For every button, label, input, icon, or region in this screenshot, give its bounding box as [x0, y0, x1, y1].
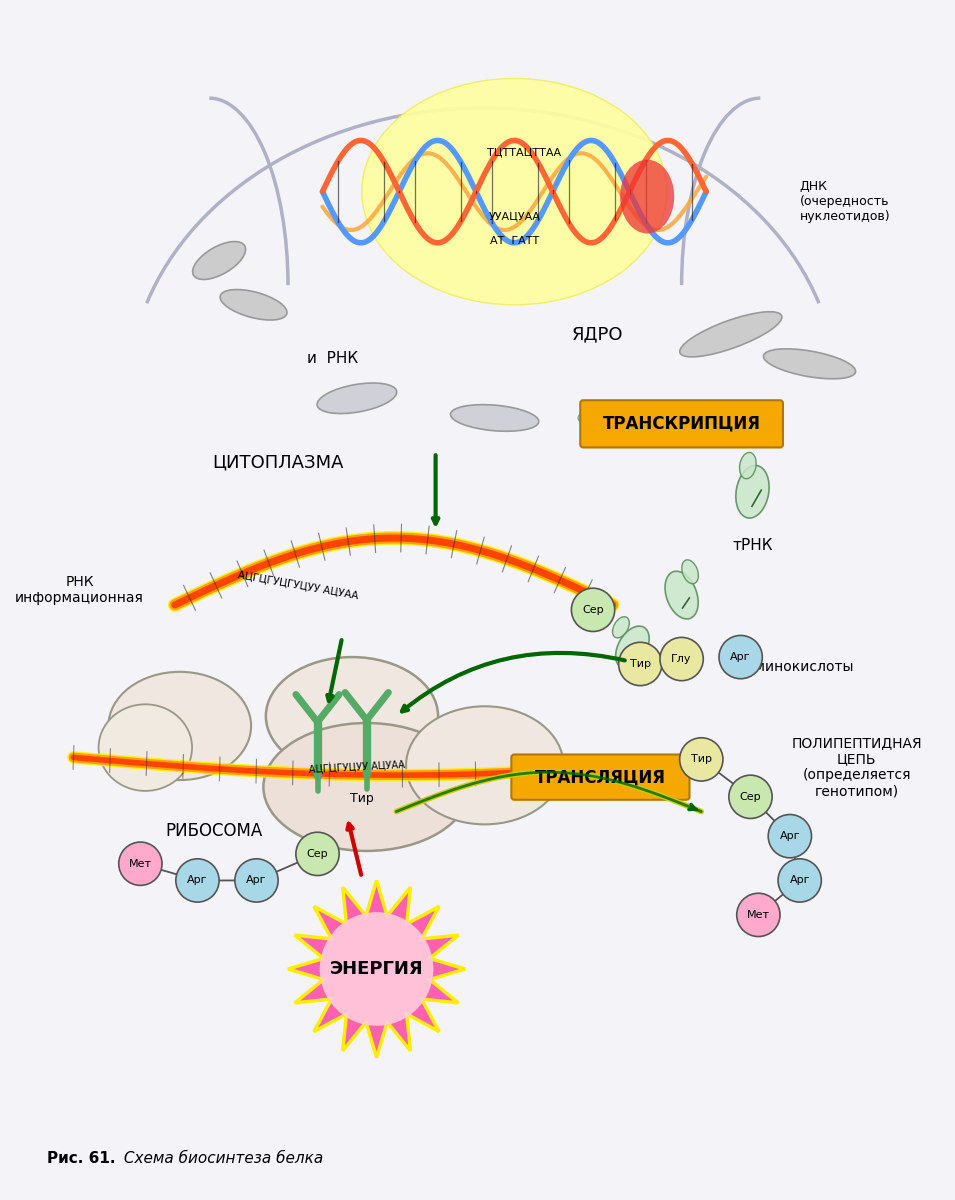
Text: АТ  ГАТТ: АТ ГАТТ	[490, 236, 539, 246]
Circle shape	[778, 859, 821, 902]
Ellipse shape	[735, 466, 769, 518]
Polygon shape	[288, 881, 465, 1057]
Circle shape	[176, 859, 219, 902]
Text: Тир: Тир	[690, 755, 711, 764]
Text: АЦГЦГУЦУУ АЦУАА: АЦГЦГУЦУУ АЦУАА	[308, 760, 405, 775]
Ellipse shape	[612, 617, 629, 638]
Ellipse shape	[739, 452, 756, 479]
Text: Аминокислоты: Аминокислоты	[746, 660, 854, 674]
Text: ПОЛИПЕПТИДНАЯ
ЦЕПЬ
(определяется
генотипом): ПОЛИПЕПТИДНАЯ ЦЕПЬ (определяется генотип…	[792, 736, 923, 798]
Ellipse shape	[406, 707, 563, 824]
Circle shape	[320, 912, 434, 1026]
Ellipse shape	[109, 672, 251, 780]
Text: Рис. 61.: Рис. 61.	[47, 1152, 116, 1166]
Ellipse shape	[682, 560, 698, 583]
Text: Глу: Глу	[671, 654, 691, 664]
Text: Схема биосинтеза белка: Схема биосинтеза белка	[118, 1152, 323, 1166]
Text: Арг: Арг	[731, 652, 751, 662]
Ellipse shape	[665, 571, 698, 619]
Text: Арг: Арг	[187, 876, 208, 886]
Circle shape	[571, 588, 615, 631]
Text: УУАЦУАА: УУАЦУАА	[488, 211, 541, 221]
Ellipse shape	[317, 383, 396, 414]
Circle shape	[235, 859, 278, 902]
Text: РИБОСОМА: РИБОСОМА	[165, 822, 263, 840]
Ellipse shape	[265, 658, 438, 775]
Text: Арг: Арг	[246, 876, 266, 886]
Ellipse shape	[220, 289, 287, 320]
Ellipse shape	[763, 349, 856, 379]
Circle shape	[729, 775, 773, 818]
Circle shape	[660, 637, 703, 680]
Ellipse shape	[264, 724, 470, 851]
Ellipse shape	[620, 160, 674, 234]
Text: ТРАНСКРИПЦИЯ: ТРАНСКРИПЦИЯ	[603, 415, 760, 433]
Text: ЯДРО: ЯДРО	[572, 325, 624, 343]
Text: Мет: Мет	[129, 859, 152, 869]
Text: Арг: Арг	[779, 832, 800, 841]
Ellipse shape	[98, 704, 192, 791]
Text: ЦИТОПЛАЗМА: ЦИТОПЛАЗМА	[212, 454, 344, 472]
Text: Сер: Сер	[583, 605, 604, 614]
Circle shape	[680, 738, 723, 781]
Ellipse shape	[680, 312, 782, 356]
Text: ТЦТТАЦТТАА: ТЦТТАЦТТАА	[487, 148, 562, 157]
Text: РНК
информационная: РНК информационная	[15, 575, 144, 605]
Text: ДНК
(очередность
нуклеотидов): ДНК (очередность нуклеотидов)	[799, 180, 890, 223]
Text: Сер: Сер	[740, 792, 761, 802]
Circle shape	[768, 815, 812, 858]
Circle shape	[296, 833, 339, 876]
Text: Мет: Мет	[747, 910, 770, 920]
Ellipse shape	[362, 78, 667, 305]
Text: ЭНЕРГИЯ: ЭНЕРГИЯ	[329, 960, 423, 978]
Ellipse shape	[579, 406, 667, 430]
FancyBboxPatch shape	[511, 755, 690, 799]
Text: ТРАНСЛЯЦИЯ: ТРАНСЛЯЦИЯ	[535, 768, 666, 786]
Text: Тир: Тир	[350, 792, 373, 805]
Circle shape	[619, 642, 662, 685]
Ellipse shape	[451, 404, 539, 431]
Text: и  РНК: и РНК	[307, 352, 358, 366]
Ellipse shape	[193, 241, 245, 280]
Ellipse shape	[616, 626, 649, 668]
Text: тРНК: тРНК	[732, 539, 773, 553]
Circle shape	[719, 636, 762, 679]
FancyBboxPatch shape	[581, 401, 783, 448]
Text: Тир: Тир	[629, 659, 650, 668]
Circle shape	[118, 842, 162, 886]
Text: АЦГЦГУЦГУЦУУ АЦУАА: АЦГЦГУЦГУЦУУ АЦУАА	[237, 570, 359, 601]
Circle shape	[736, 893, 780, 936]
Text: Сер: Сер	[307, 848, 329, 859]
Text: Арг: Арг	[790, 876, 810, 886]
